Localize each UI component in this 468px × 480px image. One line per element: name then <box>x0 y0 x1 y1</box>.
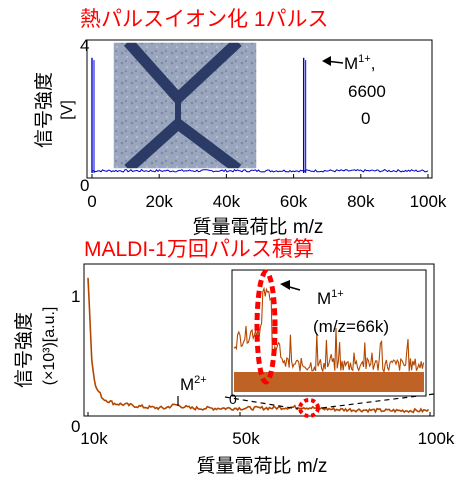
bottom-x-tick-label: 100k <box>418 429 455 448</box>
top-annotation-arrowhead <box>322 56 331 66</box>
bottom-y-tick-label: 1 <box>71 287 80 306</box>
top-x-tick-label: 60k <box>280 192 308 211</box>
top-annotation-value-2: 0 <box>361 109 370 128</box>
bottom-series-line <box>87 277 430 414</box>
top-x-tick-label: 100k <box>410 192 447 211</box>
top-x-tick-label: 40k <box>213 192 241 211</box>
bottom-x-ticks: 10k 50k 100k <box>80 412 455 448</box>
peak-highlight-inset <box>254 269 278 385</box>
inset-annotation-label: M1+ <box>317 288 344 308</box>
bottom-inset: M1+ (m/z=66k) 0 <box>229 269 427 407</box>
inset-annotation-arrowhead <box>280 280 290 290</box>
bottom-y-tick-label: 0 <box>71 417 80 436</box>
bottom-y-axis-label: 信号強度 <box>13 312 35 388</box>
top-y-ticks: 04 <box>80 36 89 195</box>
top-y-axis-label: 信号強度 <box>33 72 55 148</box>
top-x-tick-label: 80k <box>347 192 375 211</box>
top-x-axis-label: 質量電荷比 m/z <box>193 216 324 238</box>
bottom-x-tick-label: 10k <box>80 429 108 448</box>
top-y-tick-label: 4 <box>80 36 89 55</box>
top-y-tick-label: 0 <box>80 176 89 195</box>
inset-noise-floor <box>234 372 424 392</box>
peak-highlight-small <box>298 398 320 418</box>
top-annotation-label: M1+, <box>344 53 375 73</box>
top-y-axis-unit: [V] <box>59 100 76 120</box>
inset-annotation-value: (m/z=66k) <box>313 317 389 336</box>
bottom-x-axis-label: 質量電荷比 m/z <box>197 455 328 477</box>
top-x-tick-label: 20k <box>145 192 173 211</box>
top-chart-title: 熱パルスイオン化 1パルス <box>80 8 329 31</box>
zoom-line-left <box>224 396 299 410</box>
top-series-baseline <box>91 168 429 173</box>
bottom-y-ticks: 01 <box>71 287 80 436</box>
bottom-chart-title: MALDI-1万回パルス積算 <box>84 238 314 261</box>
top-series <box>91 57 429 173</box>
top-annotation-value: 6600 <box>348 82 386 101</box>
inset-series <box>233 286 425 392</box>
inset-zero-label: 0 <box>229 391 237 407</box>
top-chart: 熱パルスイオン化 1パルス 信号強度 [V] <box>33 8 447 238</box>
top-x-tick-label: 0 <box>87 192 96 211</box>
top-inset-photo <box>112 41 258 170</box>
bottom-y-axis-unit: (×10³)[a.u.] <box>41 307 58 386</box>
m2-annotation-label: M2+ <box>180 374 207 394</box>
bottom-chart: MALDI-1万回パルス積算 信号強度 (×10³)[a.u.] M2+ M1+… <box>13 238 455 477</box>
top-x-ticks: 0 20k 40k 60k 80k 100k <box>87 174 447 211</box>
bottom-x-tick-label: 50k <box>232 429 260 448</box>
inset-series-line <box>233 286 425 374</box>
bottom-series <box>87 277 430 414</box>
